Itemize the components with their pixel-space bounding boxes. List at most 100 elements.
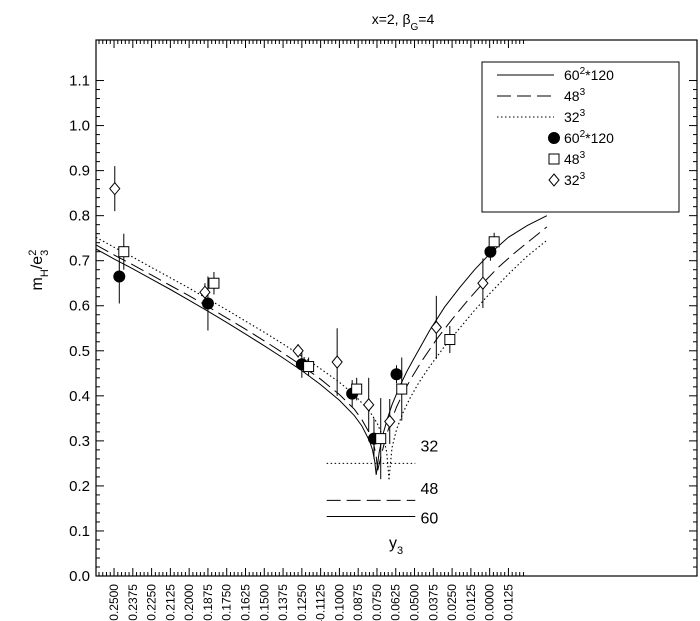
data-point-open-square xyxy=(375,433,387,445)
x-tick-label: -0.1375 xyxy=(276,584,290,621)
y-tick-label: 0.7 xyxy=(69,253,90,270)
data-point-filled-circle xyxy=(484,245,497,258)
curves xyxy=(96,215,548,480)
y-tick-label: 1.0 xyxy=(69,118,90,135)
data-point-open-square xyxy=(396,383,408,395)
y-tick-label: 0.2 xyxy=(69,478,90,495)
x-tick-label: -0.0875 xyxy=(351,584,365,621)
title-rest: =4 xyxy=(418,11,434,27)
curve-dashed xyxy=(377,226,548,471)
x-tick-label: -0.0500 xyxy=(408,584,422,621)
data-point-open-diamond xyxy=(430,320,442,335)
x-tick-label: -0.0625 xyxy=(389,584,403,621)
legend-label-sup: 3 xyxy=(580,150,586,161)
data-points xyxy=(109,166,500,480)
x-tick-label: -0.1500 xyxy=(257,584,271,621)
reference-label: 60 xyxy=(421,510,439,527)
data-point-open-diamond xyxy=(331,355,343,369)
reference-label: 48 xyxy=(421,481,439,498)
data-point-filled-circle xyxy=(201,297,214,310)
x-tick-label: 0.0125 xyxy=(501,584,515,621)
data-point-open-square xyxy=(118,246,130,258)
y-tick-label: 0.1 xyxy=(69,523,90,540)
ylabel-sub1: H xyxy=(39,269,51,277)
data-point-open-diamond xyxy=(363,398,375,412)
legend-label-base: 60 xyxy=(564,130,580,146)
x-tick-label: -0.0375 xyxy=(426,584,440,621)
xlabel-base: y xyxy=(389,535,397,552)
x-tick-label: -0.2250 xyxy=(145,584,159,621)
x-tick-label: -0.1875 xyxy=(201,584,215,621)
legend-label-sup: 3 xyxy=(580,87,586,98)
x-tick-label: -0.1000 xyxy=(332,584,346,621)
ylabel-sub2: 3 xyxy=(39,250,51,256)
data-point-open-square xyxy=(351,383,363,395)
y-tick-label: 1.1 xyxy=(69,73,90,90)
x-tick-label: -0.0750 xyxy=(370,584,384,621)
legend-label-sup: 2 xyxy=(580,129,586,140)
ylabel-mid: /e xyxy=(29,256,46,269)
data-point-filled-circle xyxy=(113,270,126,283)
legend-label: 483 xyxy=(564,150,586,167)
legend-label: 483 xyxy=(564,87,586,104)
ylabel-sup: 2 xyxy=(27,250,39,256)
data-point-open-square xyxy=(488,236,500,248)
plot-frame xyxy=(95,39,698,577)
x-tick-label: -0.2125 xyxy=(163,584,177,621)
legend-label-rest: *120 xyxy=(585,67,614,83)
legend-box xyxy=(481,61,680,213)
title-sub: G xyxy=(411,22,419,33)
legend-label-rest: *120 xyxy=(585,130,614,146)
x-tick-label: -0.2500 xyxy=(107,584,121,621)
x-tick-label: 0.0000 xyxy=(483,584,497,621)
data-point-open-diamond xyxy=(384,414,396,429)
reference-label: 32 xyxy=(421,438,439,455)
y-tick-label: 0.3 xyxy=(69,433,90,450)
curve-solid xyxy=(375,215,548,475)
ylabel-base: m xyxy=(29,277,46,290)
legend-label-sup: 2 xyxy=(580,66,586,77)
legend-label: 602*120 xyxy=(564,129,614,146)
chart-title: x=2, βG=4 xyxy=(372,11,435,33)
x-tick-label: -0.1750 xyxy=(220,584,234,621)
x-tick-label: -0.1250 xyxy=(295,584,309,621)
y-tick-label: 0.9 xyxy=(69,163,90,180)
y-tick-label: 0.0 xyxy=(69,568,90,585)
curve-dotted xyxy=(388,239,548,480)
data-point-open-square xyxy=(303,361,315,373)
data-point-open-diamond xyxy=(109,181,121,196)
data-point-open-diamond xyxy=(199,285,211,300)
x-tick-label: -0.0125 xyxy=(464,584,478,621)
legend-label-base: 48 xyxy=(564,151,580,167)
plot-area: 0.0 0.1 0.2 0.3 0.4 0.5 0.6 0.7 0.8 0.9 1.0 1.1 -0.2… xyxy=(69,39,698,621)
y-tick-label: 0.6 xyxy=(69,298,90,315)
legend-label-base: 48 xyxy=(564,88,580,104)
y-tick-label: 0.8 xyxy=(69,208,90,225)
legend-label-sup: 3 xyxy=(580,171,586,182)
curve-dotted xyxy=(96,236,390,480)
legend-label: 323 xyxy=(564,171,586,188)
legend-marker-open-square xyxy=(548,153,560,165)
y-axis-label: mH/e32 xyxy=(27,250,51,291)
y-tick-label: 0.5 xyxy=(69,343,90,360)
x-axis-label: y3 xyxy=(389,535,403,557)
legend-marker-open-diamond xyxy=(548,173,560,187)
x-tick-label: -0.2375 xyxy=(126,584,140,621)
legend-label: 602*120 xyxy=(564,66,614,83)
title-main: x=2, β xyxy=(372,11,411,27)
data-point-filled-circle xyxy=(390,368,403,381)
xlabel-sub: 3 xyxy=(397,545,403,557)
x-tick-label: -0.2000 xyxy=(182,584,196,621)
legend-label-base: 60 xyxy=(564,67,580,83)
legend-label-base: 32 xyxy=(564,172,580,188)
x-tick-label: -0.1625 xyxy=(238,584,252,621)
data-point-open-diamond xyxy=(477,276,489,291)
data-point-open-diamond xyxy=(292,344,304,358)
legend-marker-filled-circle xyxy=(548,132,560,144)
legend-label: 323 xyxy=(564,108,586,125)
x-tick-label: -0.1125 xyxy=(314,584,328,621)
data-point-open-square xyxy=(444,334,456,346)
x-tick-label: -0.0250 xyxy=(445,584,459,621)
